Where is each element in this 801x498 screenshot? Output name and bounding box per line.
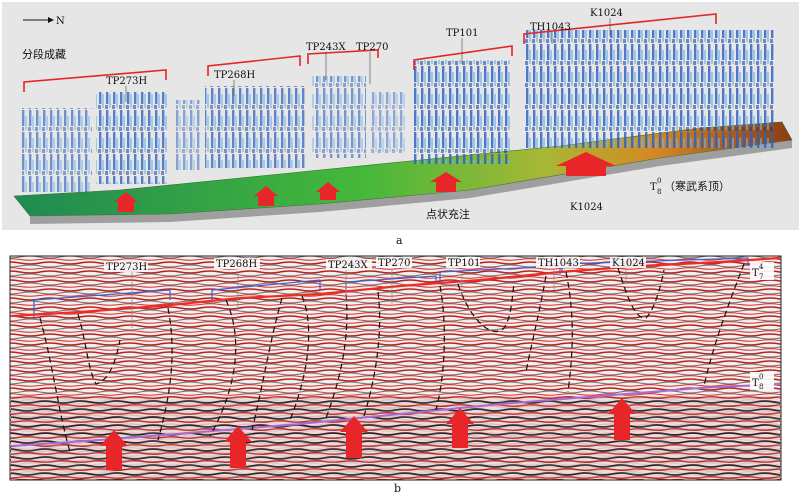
fault-line — [325, 293, 348, 419]
charge-arrows-b — [100, 398, 636, 470]
charge-arrow — [340, 416, 368, 458]
fault-line — [209, 299, 237, 437]
charge-arrow — [100, 430, 128, 470]
well-label-tp268h: TP268H — [216, 259, 257, 270]
charge-arrow — [316, 182, 340, 200]
charge-arrow — [556, 152, 616, 176]
well-label-tp268h: TP268H — [214, 70, 255, 81]
segment-brackets — [23, 13, 717, 92]
fault-line — [703, 263, 745, 387]
panel-b: TP273H TP268H TP243X TP270 TP101 TH1043 … — [9, 255, 782, 495]
panel-b-well-labels: TP273H TP268H TP243X TP270 TP101 TH1043 … — [104, 257, 646, 273]
charge-arrow — [446, 408, 474, 448]
panel-a-title: 分段成藏 — [22, 47, 66, 61]
horizon-label-t80: T 8 0 — [750, 372, 774, 391]
fault-lines — [39, 263, 745, 453]
horizon-desc: （寒武系顶） — [664, 179, 730, 193]
fault-line — [289, 295, 310, 421]
well-label-k1024: K1024 — [590, 8, 623, 19]
well-label-tp101: TP101 — [446, 28, 479, 39]
fault-line — [39, 317, 71, 453]
fault-line — [363, 291, 381, 417]
charge-arrow — [430, 172, 462, 192]
well-label-th1043: TH1043 — [530, 22, 571, 33]
well-label-tp273h: TP273H — [106, 262, 147, 273]
well-label-tp243x: TP243X — [328, 260, 368, 271]
segment-brackets-b — [33, 257, 749, 318]
horizon-t8-sup: 0 — [759, 373, 763, 381]
well-label-k1024: K1024 — [612, 258, 645, 269]
charge-arrow — [114, 192, 138, 212]
bracket-1 — [23, 69, 167, 92]
fault-line — [157, 307, 173, 441]
panel-a-well-labels: TP273H TP268H TP243X TP270 TP101 TH1043 … — [106, 8, 623, 102]
horizon-t8-label: T — [752, 378, 759, 389]
horizon-t7-sub: 7 — [759, 273, 763, 281]
fault-line — [77, 313, 121, 385]
horizon-t8-sub: 8 — [657, 188, 661, 196]
horizon-t80 — [11, 383, 781, 447]
well-label-tp273h: TP273H — [106, 76, 147, 87]
panel-b-caption: b — [394, 482, 401, 495]
well-label-tp270: TP270 — [356, 42, 389, 53]
well-label-tp101: TP101 — [448, 258, 481, 269]
horizon-t7-sup: 4 — [759, 263, 764, 271]
horizon-t74 — [11, 256, 781, 318]
bracket-4 — [413, 45, 513, 70]
surface-side — [30, 140, 792, 224]
panel-a-caption: a — [396, 234, 403, 247]
fault-line — [565, 271, 573, 393]
fault-line — [617, 267, 665, 319]
charge-arrows-a — [114, 152, 616, 212]
fault-line — [525, 275, 547, 373]
horizon-t8-sup: 0 — [657, 177, 661, 185]
well-label-tp243x: TP243X — [306, 42, 346, 53]
north-arrow: N — [23, 16, 65, 27]
charge-arrow — [224, 426, 252, 468]
charging-note: 点状充注 — [426, 207, 470, 221]
bottom-well-label: K1024 — [570, 202, 603, 213]
attribute-volume — [22, 30, 774, 192]
fault-line — [435, 285, 445, 411]
charge-arrow — [608, 398, 636, 440]
horizon-t8-label: T — [650, 182, 657, 193]
fault-line — [251, 297, 283, 431]
bracket-3 — [307, 49, 379, 64]
fault-line — [457, 283, 515, 333]
well-label-th1043: TH1043 — [538, 258, 579, 269]
north-label: N — [56, 16, 65, 27]
horizon-t7-label: T — [752, 268, 759, 279]
panel-a: N 分段成藏 TP273H TP268H — [2, 2, 799, 247]
horizon-label-a: T 8 0 （寒武系顶） — [650, 177, 730, 196]
bracket-2 — [207, 55, 301, 76]
horizon-label-t74: T 7 4 — [750, 262, 774, 281]
horizon-t8-sub: 8 — [759, 383, 763, 391]
bracket-5 — [523, 13, 717, 44]
charge-arrow — [254, 186, 278, 206]
well-lines-b — [131, 270, 627, 328]
well-label-tp270: TP270 — [378, 258, 411, 269]
